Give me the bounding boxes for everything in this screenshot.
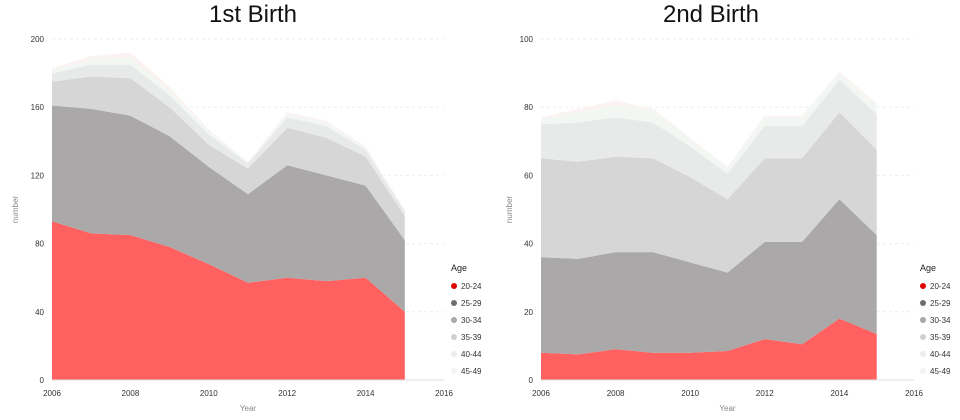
y-tick-label: 40 [524, 240, 533, 249]
area-series-30-34 [52, 76, 405, 241]
legend-label[interactable]: 25-29 [930, 299, 951, 308]
area-series-40-44 [541, 73, 877, 174]
x-tick-label: 2008 [607, 389, 625, 398]
x-axis-label: Year [719, 404, 736, 413]
y-tick-label: 0 [40, 376, 45, 385]
legend-dot-35-39[interactable] [920, 334, 926, 340]
x-tick-label: 2014 [831, 389, 849, 398]
legend-dot-20-24[interactable] [451, 283, 457, 289]
y-axis-label: number [11, 196, 20, 223]
y-tick-label: 100 [520, 35, 534, 44]
x-tick-label: 2012 [756, 389, 774, 398]
area-series-30-34 [541, 112, 877, 273]
legend-label[interactable]: 20-24 [461, 282, 482, 291]
area-series-35-39 [52, 64, 405, 217]
legend: Age 20-24 25-29 30-34 35-39 40-44 45-49 [920, 263, 951, 376]
area-series-20-24 [52, 221, 405, 380]
area-series-20-24 [541, 318, 877, 380]
chart-title: 1st Birth [209, 1, 297, 28]
legend-title: Age [451, 263, 467, 273]
legend-dot-45-49[interactable] [451, 368, 457, 374]
legend-label[interactable]: 20-24 [930, 282, 951, 291]
legend-title: Age [920, 263, 936, 273]
x-tick-label: 2014 [357, 389, 375, 398]
legend-label[interactable]: 35-39 [930, 333, 951, 342]
y-tick-label: 40 [35, 308, 44, 317]
x-axis-label: Year [240, 404, 257, 413]
y-tick-label: 200 [31, 35, 45, 44]
legend-dot-25-29[interactable] [920, 300, 926, 306]
y-tick-label: 80 [524, 103, 533, 112]
chart-2nd-birth: 2nd Birth 0 20 40 60 80 100 2006 2008 2010 2012 201… [505, 1, 951, 413]
x-tick-label: 2006 [532, 389, 550, 398]
x-tick-label: 2010 [200, 389, 218, 398]
legend-label[interactable]: 30-34 [461, 316, 482, 325]
y-tick-label: 80 [35, 240, 44, 249]
legend-dot-25-29[interactable] [451, 300, 457, 306]
y-tick-label: 120 [31, 171, 45, 180]
legend-label[interactable]: 35-39 [461, 333, 482, 342]
x-tick-label: 2016 [435, 389, 453, 398]
legend-dot-35-39[interactable] [451, 334, 457, 340]
legend-dot-40-44[interactable] [451, 351, 457, 357]
legend-dot-45-49[interactable] [920, 368, 926, 374]
legend-label[interactable]: 25-29 [461, 299, 482, 308]
x-tick-label: 2006 [43, 389, 61, 398]
legend-label[interactable]: 40-44 [930, 350, 951, 359]
y-tick-label: 0 [529, 376, 534, 385]
chart-1st-birth: 1st Birth 0 40 80 120 160 200 2006 2008 2010 2012 2… [11, 1, 482, 413]
chart-title: 2nd Birth [663, 1, 759, 28]
legend-dot-30-34[interactable] [451, 317, 457, 323]
legend-dot-30-34[interactable] [920, 317, 926, 323]
legend-label[interactable]: 45-49 [930, 367, 951, 376]
y-axis-label: number [505, 196, 514, 223]
y-tick-label: 60 [524, 171, 533, 180]
legend-dot-40-44[interactable] [920, 351, 926, 357]
x-tick-label: 2010 [681, 389, 699, 398]
x-tick-label: 2008 [122, 389, 140, 398]
legend-label[interactable]: 40-44 [461, 350, 482, 359]
legend-label[interactable]: 30-34 [930, 316, 951, 325]
y-tick-label: 160 [31, 103, 45, 112]
legend: Age 20-24 25-29 30-34 35-39 40-44 45-49 [451, 263, 482, 376]
legend-label[interactable]: 45-49 [461, 367, 482, 376]
legend-dot-20-24[interactable] [920, 283, 926, 289]
area-series-25-29 [52, 105, 405, 312]
y-tick-label: 20 [524, 308, 533, 317]
x-tick-label: 2016 [905, 389, 923, 398]
area-series-25-29 [541, 199, 877, 355]
area-series-35-39 [541, 79, 877, 200]
x-tick-label: 2012 [278, 389, 296, 398]
